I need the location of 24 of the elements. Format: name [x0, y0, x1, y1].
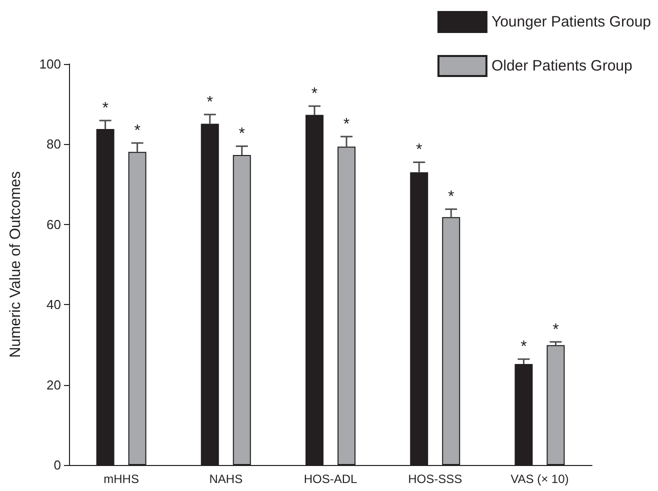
data-label: *: [134, 122, 140, 140]
data-label: *: [448, 188, 454, 206]
y-axis-title: Numeric Value of Outcomes: [7, 171, 24, 358]
x-tick-label: mHHS: [104, 472, 139, 486]
y-tick-label: 60: [46, 216, 61, 232]
data-label: *: [416, 142, 422, 159]
data-label: *: [238, 126, 246, 143]
data-label: *: [206, 94, 214, 112]
data-label: *: [102, 100, 108, 118]
data-label: *: [520, 338, 527, 356]
y-tick-label: 20: [46, 377, 61, 392]
y-tick-label: 80: [46, 136, 61, 152]
x-tick-label: NAHS: [209, 472, 243, 486]
data-label: *: [552, 321, 559, 338]
legend-label: Older Patients Group: [491, 58, 632, 74]
y-tick-label: 40: [46, 297, 61, 312]
y-tick-label: 0: [54, 458, 61, 472]
x-tick-label: VAS (× 10): [510, 472, 569, 486]
data-label: *: [311, 86, 318, 103]
y-tick-label: 100: [39, 56, 61, 72]
x-tick-label: HOS-SSS: [408, 472, 462, 486]
x-tick-label: HOS-ADL: [304, 472, 358, 486]
data-label: *: [343, 116, 350, 134]
legend-label: Younger Patients Group: [491, 14, 652, 30]
